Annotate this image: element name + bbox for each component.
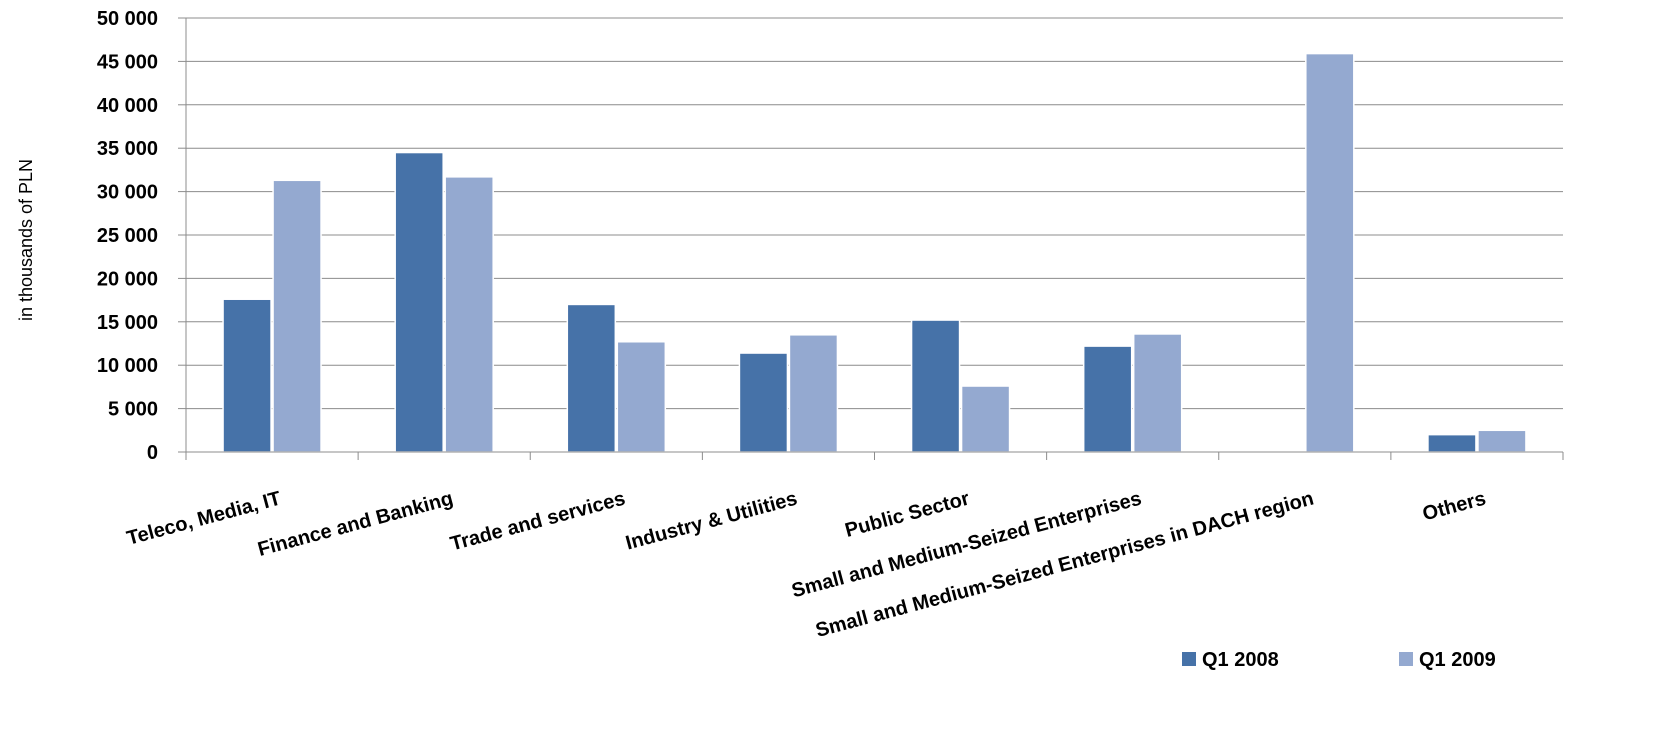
bar-q1-2009 [960, 385, 1011, 453]
y-tick-label: 50 000 [97, 8, 158, 30]
gridlines [178, 17, 1563, 453]
y-tick-label: 30 000 [97, 182, 158, 204]
bar-q1-2009 [1477, 429, 1527, 453]
axes [185, 18, 1564, 460]
y-axis-label: in thousands of PLN [16, 159, 36, 321]
bar-q1-2008 [910, 319, 961, 453]
y-tick-label: 0 [147, 442, 158, 464]
bar-q1-2008 [1427, 433, 1477, 453]
x-tick-label: Finance and Banking [255, 488, 455, 561]
bars [222, 52, 1527, 453]
y-tick-label: 25 000 [97, 225, 158, 247]
x-tick-label: Industry & Utilities [623, 488, 799, 555]
y-tick-label: 35 000 [97, 138, 158, 160]
bar-q1-2009 [1132, 333, 1183, 453]
legend: Q1 2008 Q1 2009 [1182, 649, 1496, 671]
y-tick-label: 40 000 [97, 95, 158, 117]
y-tick-label: 20 000 [97, 268, 158, 290]
bar-q1-2009 [616, 341, 667, 453]
x-tick-label: Trade and services [448, 488, 628, 556]
y-tick-label: 15 000 [97, 312, 158, 334]
bar-q1-2009 [788, 334, 839, 453]
y-tick-label: 45 000 [97, 51, 158, 73]
legend-label: Q1 2009 [1419, 649, 1496, 671]
legend-swatch [1399, 652, 1413, 666]
bar-q1-2008 [394, 151, 444, 453]
bar-q1-2009 [1305, 52, 1355, 453]
y-tick-label: 10 000 [97, 355, 158, 377]
bar-q1-2008 [738, 352, 789, 453]
legend-label: Q1 2008 [1202, 649, 1279, 671]
y-tick-label: 5 000 [108, 399, 158, 421]
bar-q1-2008 [1082, 345, 1133, 453]
legend-swatch [1182, 652, 1196, 666]
bar-q1-2008 [566, 303, 617, 453]
bar-q1-2008 [222, 298, 272, 453]
bar-q1-2009 [444, 176, 494, 453]
x-tick-label: Others [1420, 488, 1488, 526]
x-tick-label: Public Sector [843, 488, 972, 542]
bar-q1-2009 [272, 179, 322, 453]
y-tick-labels: 0 5 000 10 000 15 000 20 000 25 000 30 000 35 0… [97, 8, 158, 464]
